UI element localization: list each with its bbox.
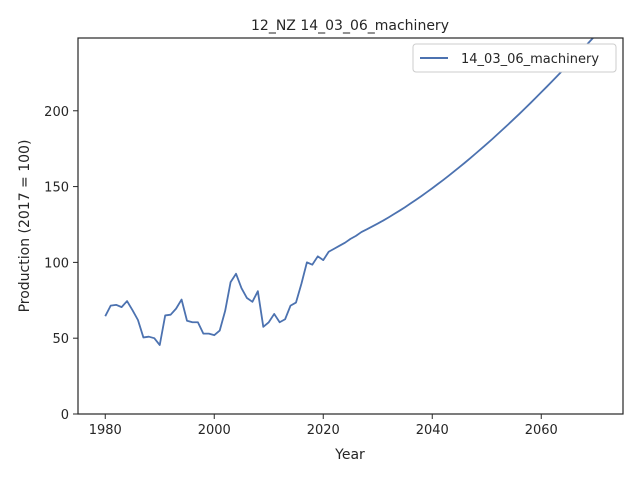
series-line-0 <box>104 38 595 346</box>
x-tick-label: 2040 <box>416 423 449 438</box>
x-tick-label: 1980 <box>89 423 122 438</box>
axes-frame <box>77 37 624 415</box>
x-tick-label: 2060 <box>525 423 558 438</box>
legend: 14_03_06_machinery <box>412 43 617 73</box>
legend-label: 14_03_06_machinery <box>461 52 599 67</box>
y-axis-label: Production (2017 = 100) <box>17 140 33 313</box>
y-tick-label: 200 <box>44 105 69 120</box>
chart-title: 12_NZ 14_03_06_machinery <box>251 18 449 34</box>
x-tick-label: 2020 <box>307 423 340 438</box>
plot-area <box>78 38 623 414</box>
y-tick-label: 0 <box>61 408 69 423</box>
legend-box <box>412 43 617 73</box>
y-tick-label: 100 <box>44 256 69 271</box>
y-tick-label: 50 <box>52 332 69 347</box>
axes: 1980 2000 2020 2040 2060 0 50 100 150 200 <box>44 37 624 438</box>
plot-content <box>104 38 595 346</box>
x-tick-label: 2000 <box>198 423 231 438</box>
y-tick-label: 150 <box>44 181 69 196</box>
x-axis-label: Year <box>334 447 365 463</box>
